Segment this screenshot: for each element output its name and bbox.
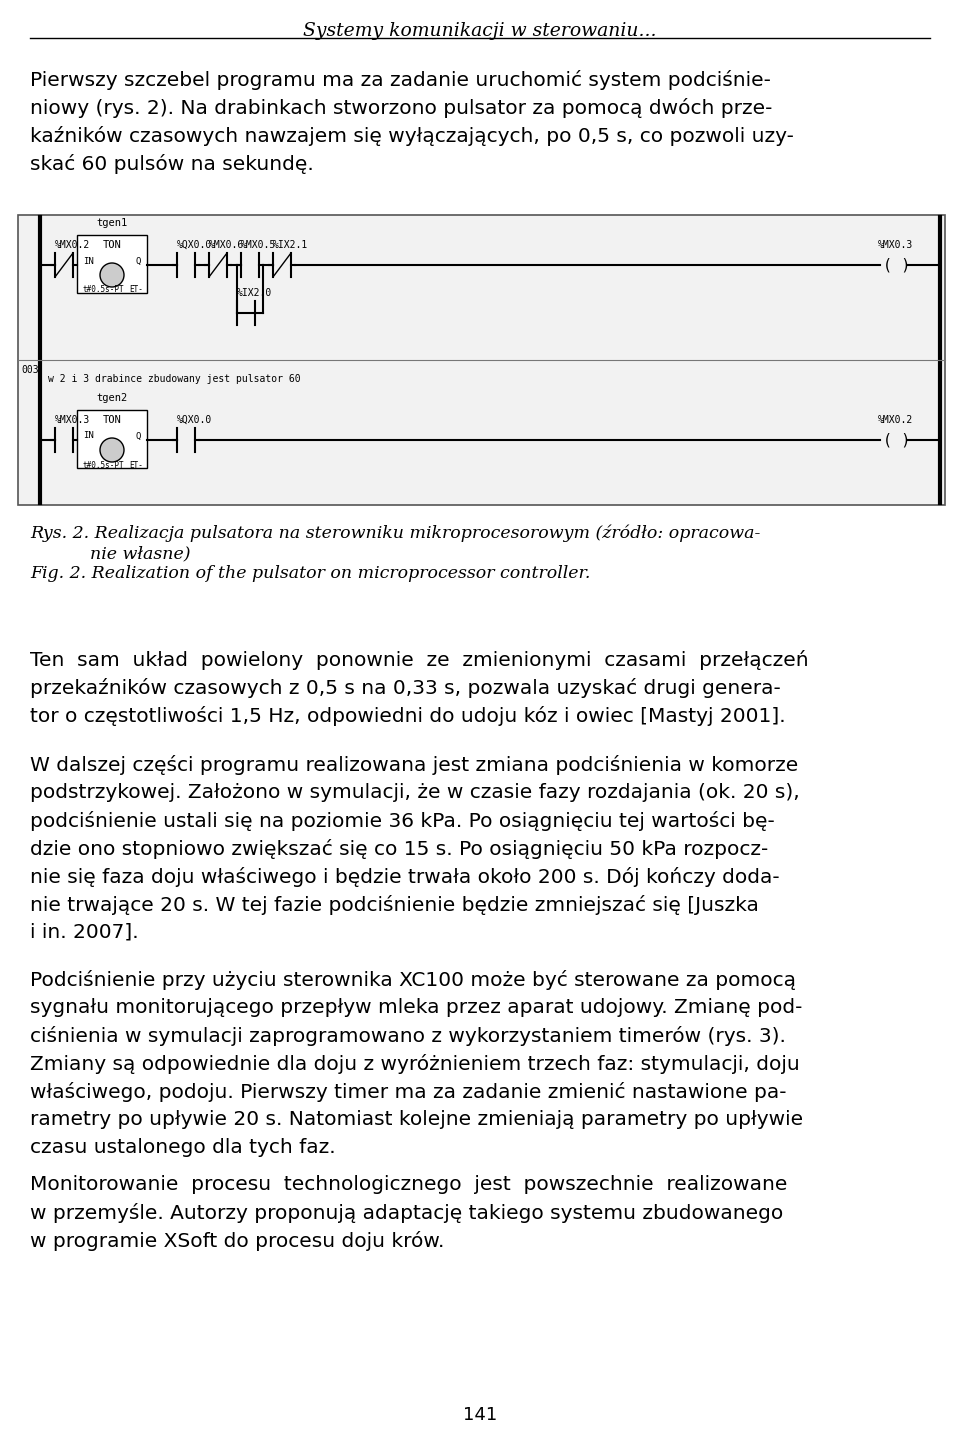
Text: ( ): ( ) xyxy=(883,433,910,448)
Bar xyxy=(77,410,147,468)
Text: Rys. 2. Realizacja pulsatora na sterowniku mikroprocesorowym (źródło: opracowa-: Rys. 2. Realizacja pulsatora na sterowni… xyxy=(30,526,760,543)
Text: W dalszej części programu realizowana jest zmiana podciśnienia w komorze: W dalszej części programu realizowana je… xyxy=(30,755,799,775)
Text: %MX0.2: %MX0.2 xyxy=(55,240,90,250)
Circle shape xyxy=(100,438,124,462)
Text: podstrzykowej. Założono w symulacji, że w czasie fazy rozdajania (ok. 20 s),: podstrzykowej. Założono w symulacji, że … xyxy=(30,783,800,801)
Text: ciśnienia w symulacji zaprogramowano z wykorzystaniem timerów (rys. 3).: ciśnienia w symulacji zaprogramowano z w… xyxy=(30,1027,786,1045)
Text: tgen1: tgen1 xyxy=(96,218,128,228)
Text: IN: IN xyxy=(83,432,94,440)
Text: ( ): ( ) xyxy=(883,257,910,273)
Text: Q: Q xyxy=(135,432,141,440)
Text: ET-: ET- xyxy=(130,461,143,469)
Text: Ten  sam  układ  powielony  ponownie  ze  zmienionymi  czasami  przełączeń: Ten sam układ powielony ponownie ze zmie… xyxy=(30,650,808,670)
Text: skać 60 pulsów na sekundę.: skać 60 pulsów na sekundę. xyxy=(30,155,314,173)
Text: 141: 141 xyxy=(463,1406,497,1424)
Text: t#0.5s-PT: t#0.5s-PT xyxy=(82,286,124,295)
Text: w przemyśle. Autorzy proponują adaptację takiego systemu zbudowanego: w przemyśle. Autorzy proponują adaptację… xyxy=(30,1203,783,1223)
Text: i in. 2007].: i in. 2007]. xyxy=(30,923,138,941)
Text: %QX0.0: %QX0.0 xyxy=(177,414,212,425)
Text: TON: TON xyxy=(103,240,121,250)
Text: Q: Q xyxy=(135,257,141,266)
Text: Zmiany są odpowiednie dla doju z wyróżnieniem trzech faz: stymulacji, doju: Zmiany są odpowiednie dla doju z wyróżni… xyxy=(30,1054,800,1074)
Text: %MX0.6: %MX0.6 xyxy=(209,240,244,250)
Text: podciśnienie ustali się na poziomie 36 kPa. Po osiągnięciu tej wartości bę-: podciśnienie ustali się na poziomie 36 k… xyxy=(30,812,775,830)
Text: %MX0.2: %MX0.2 xyxy=(878,414,913,425)
Text: nie się faza doju właściwego i będzie trwała około 200 s. Dój kończy doda-: nie się faza doju właściwego i będzie tr… xyxy=(30,866,780,887)
Text: %IX2.1: %IX2.1 xyxy=(273,240,308,250)
Text: %QX0.0: %QX0.0 xyxy=(177,240,212,250)
Text: właściwego, podoju. Pierwszy timer ma za zadanie zmienić nastawione pa-: właściwego, podoju. Pierwszy timer ma za… xyxy=(30,1082,786,1102)
Text: kaźników czasowych nawzajem się wyłączających, po 0,5 s, co pozwoli uzy-: kaźników czasowych nawzajem się wyłączaj… xyxy=(30,126,794,146)
Text: sygnału monitorującego przepływ mleka przez aparat udojowy. Zmianę pod-: sygnału monitorującego przepływ mleka pr… xyxy=(30,998,803,1017)
Text: %MX0.5: %MX0.5 xyxy=(241,240,276,250)
Text: %IX2.0: %IX2.0 xyxy=(237,287,273,297)
Text: w 2 i 3 drabince zbudowany jest pulsator 60: w 2 i 3 drabince zbudowany jest pulsator… xyxy=(48,374,300,384)
Text: TON: TON xyxy=(103,414,121,425)
Bar xyxy=(18,215,945,505)
Text: t#0.5s-PT: t#0.5s-PT xyxy=(82,461,124,469)
Text: czasu ustalonego dla tych faz.: czasu ustalonego dla tych faz. xyxy=(30,1138,336,1157)
Text: %MX0.3: %MX0.3 xyxy=(55,414,90,425)
Circle shape xyxy=(100,263,124,287)
Text: przekaźników czasowych z 0,5 s na 0,33 s, pozwala uzyskać drugi genera-: przekaźników czasowych z 0,5 s na 0,33 s… xyxy=(30,679,780,697)
Text: nie trwające 20 s. W tej fazie podciśnienie będzie zmniejszać się [Juszka: nie trwające 20 s. W tej fazie podciśnie… xyxy=(30,895,758,915)
Text: ET-: ET- xyxy=(130,286,143,295)
Text: rametry po upływie 20 s. Natomiast kolejne zmieniają parametry po upływie: rametry po upływie 20 s. Natomiast kolej… xyxy=(30,1110,804,1129)
Text: 003: 003 xyxy=(21,365,38,375)
Text: Podciśnienie przy użyciu sterownika XC100 może być sterowane za pomocą: Podciśnienie przy użyciu sterownika XC10… xyxy=(30,970,796,991)
Text: %MX0.3: %MX0.3 xyxy=(878,240,913,250)
Text: dzie ono stopniowo zwiększać się co 15 s. Po osiągnięciu 50 kPa rozpocz-: dzie ono stopniowo zwiększać się co 15 s… xyxy=(30,839,768,859)
Text: Fig. 2. Realization of the pulsator on microprocessor controller.: Fig. 2. Realization of the pulsator on m… xyxy=(30,565,590,582)
Text: niowy (rys. 2). Na drabinkach stworzono pulsator za pomocą dwóch prze-: niowy (rys. 2). Na drabinkach stworzono … xyxy=(30,98,773,118)
Text: Systemy komunikacji w sterowaniu...: Systemy komunikacji w sterowaniu... xyxy=(303,22,657,40)
Text: Monitorowanie  procesu  technologicznego  jest  powszechnie  realizowane: Monitorowanie procesu technologicznego j… xyxy=(30,1175,787,1194)
Bar xyxy=(77,235,147,293)
Text: w programie XSoft do procesu doju krów.: w programie XSoft do procesu doju krów. xyxy=(30,1230,444,1251)
Text: IN: IN xyxy=(83,257,94,266)
Text: tgen2: tgen2 xyxy=(96,393,128,403)
Text: tor o częstotliwości 1,5 Hz, odpowiedni do udoju kóz i owiec [Mastyj 2001].: tor o częstotliwości 1,5 Hz, odpowiedni … xyxy=(30,706,785,726)
Text: Pierwszy szczebel programu ma za zadanie uruchomić system podciśnie-: Pierwszy szczebel programu ma za zadanie… xyxy=(30,69,771,90)
Text: nie własne): nie własne) xyxy=(90,544,190,562)
